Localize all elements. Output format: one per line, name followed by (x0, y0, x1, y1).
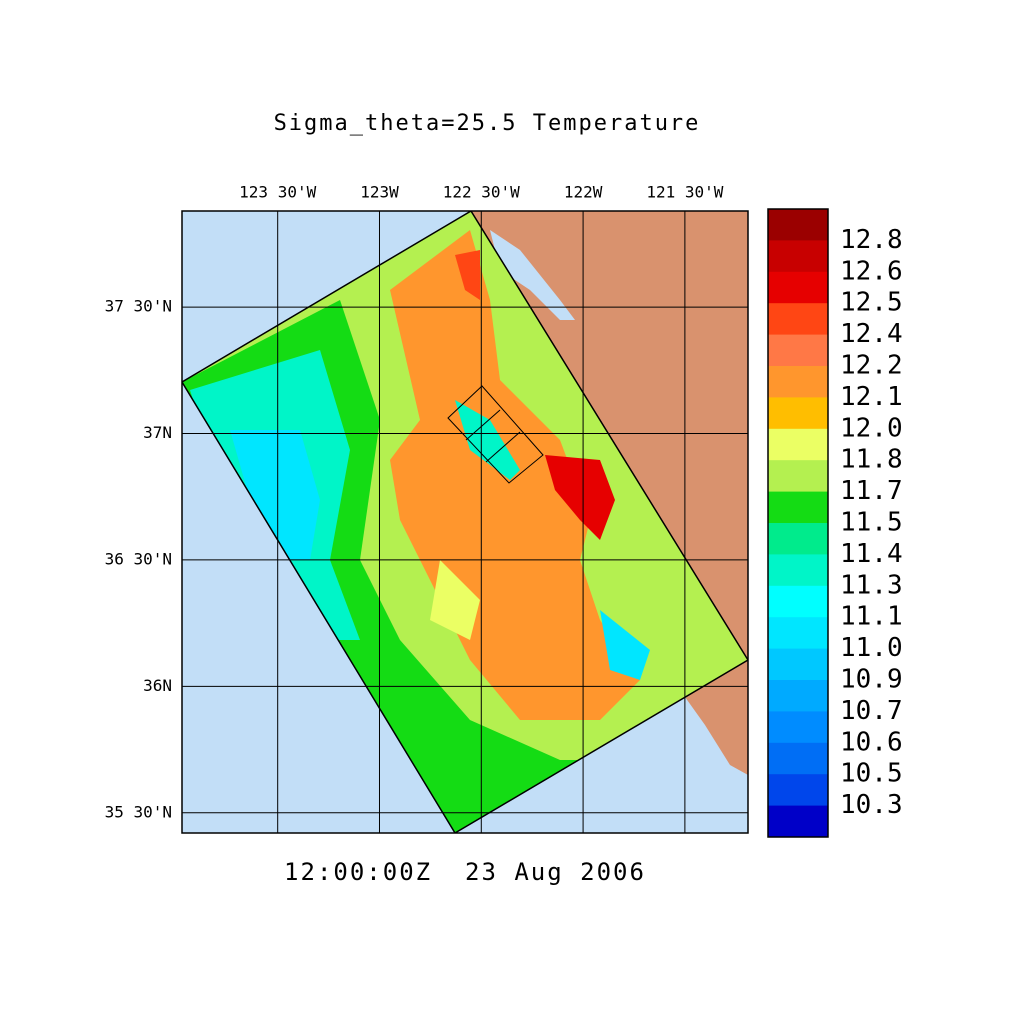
map-area (182, 211, 748, 833)
colorbar-swatch (768, 240, 828, 273)
model-domain (182, 211, 748, 833)
x-tick-label: 122W (564, 183, 603, 202)
time-label: 12:00:00Z 23 Aug 2006 (284, 858, 646, 886)
axes: 123 30'W 123W 122 30'W 122W 121 30'W 37 30'N 3… (105, 183, 748, 833)
x-tick-label: 121 30'W (646, 183, 723, 202)
y-tick-label: 37 30'N (105, 297, 172, 316)
colorbar-label: 10.9 (840, 665, 903, 695)
y-tick-label: 37N (143, 423, 172, 442)
colorbar-swatch (768, 428, 828, 461)
colorbar-label: 10.6 (840, 727, 903, 757)
y-tick-label: 35 30'N (105, 802, 172, 821)
x-tick-label: 122 30'W (443, 183, 520, 202)
colorbar: 12.812.612.512.412.212.112.011.811.711.5… (767, 208, 903, 838)
colorbar-label: 12.1 (840, 382, 903, 412)
colorbar-label: 12.5 (840, 288, 903, 318)
colorbar-label: 12.2 (840, 351, 903, 381)
colorbar-swatch (768, 397, 828, 430)
bay (490, 230, 575, 320)
colorbar-label: 10.5 (840, 759, 903, 789)
colorbar-swatch (768, 303, 828, 336)
colorbar-label: 10.7 (840, 696, 903, 726)
colorbar-label: 12.4 (840, 319, 903, 349)
colorbar-swatch (768, 334, 828, 367)
colorbar-swatch (768, 491, 828, 524)
colorbar-swatch (768, 209, 828, 241)
colorbar-swatch (768, 711, 828, 744)
colorbar-swatch (768, 523, 828, 555)
colorbar-label: 11.0 (840, 633, 903, 663)
colorbar-label: 11.1 (840, 602, 903, 632)
title: Sigma_theta=25.5 Temperature (274, 111, 701, 136)
colorbar-label: 12.8 (840, 225, 903, 255)
colorbar-swatch (768, 742, 828, 775)
colorbar-label: 11.7 (840, 476, 903, 506)
x-tick-label: 123W (360, 183, 399, 202)
colorbar-swatch (768, 805, 828, 838)
x-tick-label: 123 30'W (239, 183, 316, 202)
colorbar-swatch (768, 585, 828, 618)
subdomains (447, 385, 544, 484)
colorbar-swatch (768, 554, 828, 587)
colorbar-label: 11.4 (840, 539, 903, 569)
colorbar-swatch (768, 617, 828, 650)
colorbar-swatch (768, 648, 828, 681)
colorbar-label: 11.8 (840, 445, 903, 475)
colorbar-label: 10.3 (840, 790, 903, 820)
colorbar-frame (767, 208, 829, 838)
colorbar-label: 12.6 (840, 256, 903, 286)
plot-frame (181, 210, 749, 834)
y-tick-label: 36 30'N (105, 549, 172, 568)
colorbar-swatch (768, 680, 828, 712)
colorbar-label: 11.3 (840, 570, 903, 600)
colorbar-swatch (768, 774, 828, 807)
colorbar-swatch (768, 460, 828, 493)
colorbar-swatch (768, 366, 828, 398)
colorbar-label: 11.5 (840, 508, 903, 538)
y-tick-label: 36N (143, 676, 172, 695)
colorbar-swatch (768, 271, 828, 304)
colorbar-label: 12.0 (840, 413, 903, 443)
